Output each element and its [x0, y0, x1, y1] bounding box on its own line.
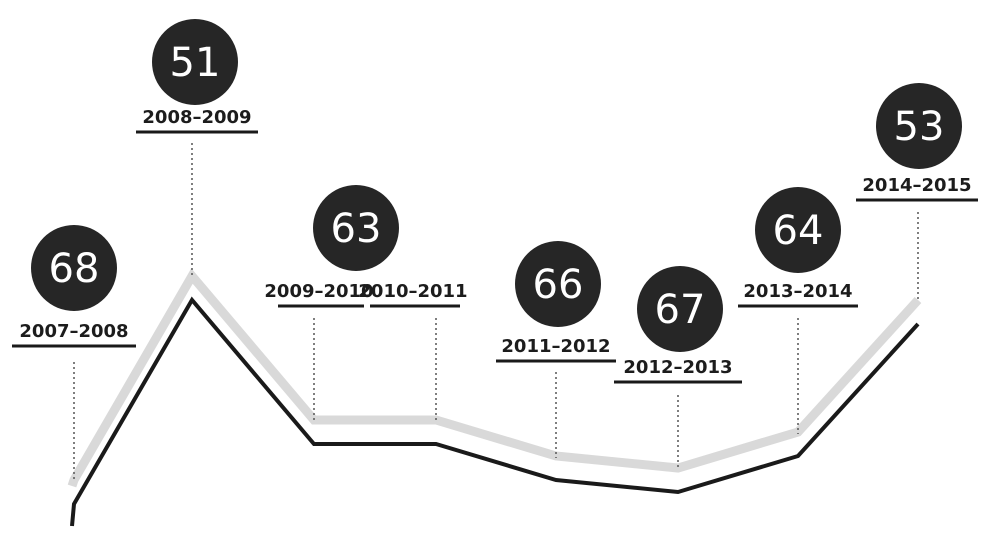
value-bubble-5 [637, 266, 723, 352]
category-label-0: 2007–2008 [19, 321, 128, 342]
value-bubble-0 [31, 225, 117, 311]
value-bubble-6 [755, 187, 841, 273]
data-label-0: 68 [49, 246, 100, 292]
category-label-7: 2014–2015 [862, 175, 971, 196]
category-label-1: 2008–2009 [142, 107, 251, 128]
series-line [70, 296, 920, 527]
category-label-6: 2013–2014 [743, 281, 852, 302]
data-label-2: 63 [331, 206, 382, 252]
value-bubble-2 [313, 185, 399, 271]
data-label-6: 64 [773, 208, 824, 254]
data-label-5: 67 [655, 287, 706, 333]
value-bubble-1 [152, 19, 238, 105]
category-label-4: 2011–2012 [501, 336, 610, 357]
category-label-5: 2012–2013 [623, 357, 732, 378]
category-label-2: 2009–2010 [264, 281, 373, 302]
value-bubble-7 [876, 83, 962, 169]
data-label-4: 66 [533, 262, 584, 308]
category-label-3: 2010–2011 [358, 281, 467, 302]
data-label-7: 53 [894, 104, 945, 150]
value-bubble-4 [515, 241, 601, 327]
data-label-1: 51 [170, 40, 221, 86]
